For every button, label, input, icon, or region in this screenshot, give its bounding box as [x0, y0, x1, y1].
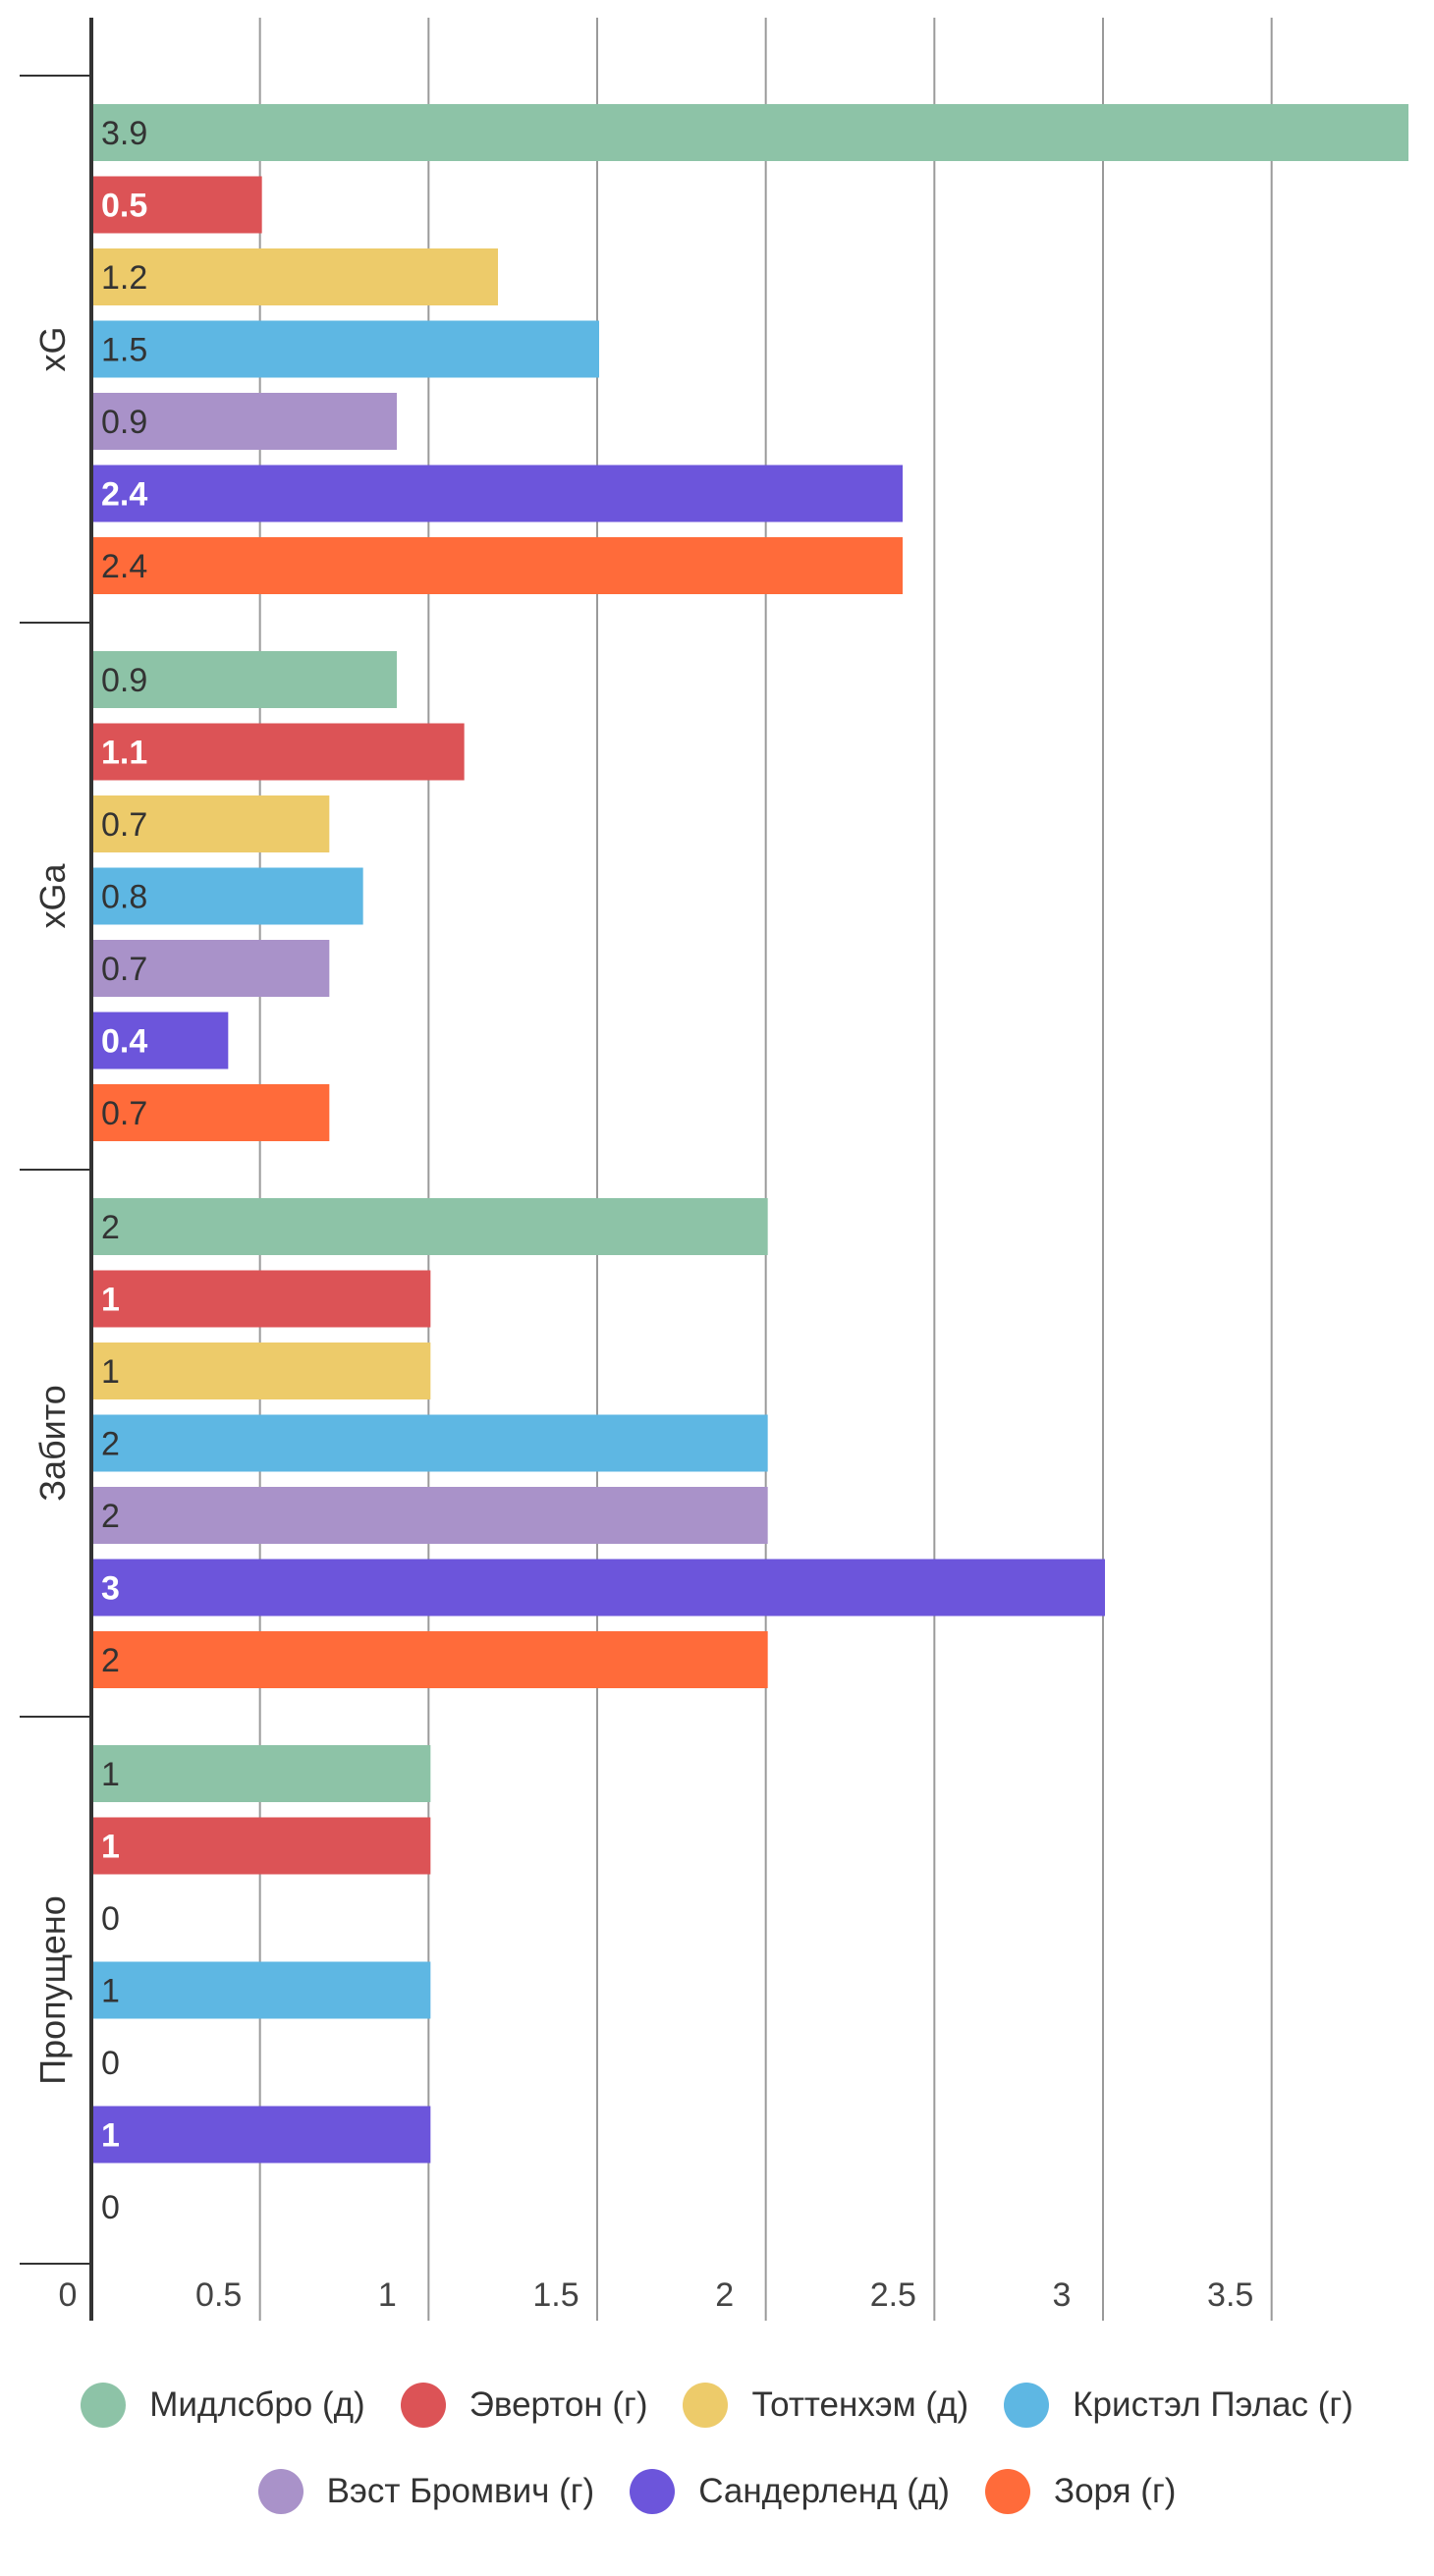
bar	[93, 1487, 768, 1544]
data-label: 0.9	[101, 404, 147, 441]
category-label: xG	[32, 326, 73, 371]
legend-row-1: Мидлсбро (д) Эвертон (г) Тоттенхэм (д) К…	[0, 2362, 1434, 2448]
legend-label: Вэст Бромвич (г)	[326, 2472, 595, 2510]
legend-label: Зоря (г)	[1053, 2472, 1177, 2510]
legend-label: Эвертон (г)	[469, 2385, 648, 2424]
data-label: 0.7	[101, 806, 147, 844]
data-label: 1.5	[101, 332, 147, 369]
legend-label: Кристэл Пэлас (г)	[1073, 2385, 1353, 2424]
bar	[93, 176, 262, 234]
bar	[93, 1012, 229, 1069]
data-label: 2.4	[101, 548, 147, 585]
data-label: 0.5	[101, 188, 147, 225]
category-label: xGa	[32, 863, 73, 929]
legend-item[interactable]: Вэст Бромвич (г)	[257, 2469, 595, 2514]
bar	[93, 1198, 768, 1255]
data-label: 0	[101, 1900, 120, 1938]
bar	[93, 1559, 1105, 1617]
category-label: Пропущено	[32, 1895, 73, 2085]
legend-swatch	[984, 2469, 1030, 2514]
bar	[93, 2106, 431, 2164]
legend-label: Тоттенхэм (д)	[751, 2385, 969, 2424]
legend-item[interactable]: Сандерленд (д)	[630, 2469, 950, 2514]
legend-swatch	[400, 2383, 446, 2428]
legend-label: Мидлсбро (д)	[149, 2385, 365, 2424]
bar	[93, 320, 599, 378]
data-label: 2.4	[101, 476, 147, 514]
x-tick-label: 1.5	[532, 2276, 579, 2314]
bar	[93, 1270, 431, 1328]
bar	[93, 104, 1408, 161]
legend-swatch	[683, 2383, 729, 2428]
bar	[93, 1414, 768, 1472]
bar	[93, 651, 397, 708]
data-label: 1	[101, 1353, 120, 1391]
data-label: 1	[101, 1756, 120, 1793]
category-label: Забито	[32, 1385, 73, 1502]
bar	[93, 537, 903, 594]
data-label: 0	[101, 2189, 120, 2226]
bar	[93, 940, 330, 997]
data-label: 3	[101, 1570, 120, 1608]
data-label: 0.7	[101, 951, 147, 988]
x-tick-label: 0	[59, 2276, 78, 2314]
data-label: 1.2	[101, 259, 147, 297]
x-tick-label: 3	[1053, 2276, 1072, 2314]
bar	[93, 248, 498, 305]
legend-item[interactable]: Тоттенхэм (д)	[683, 2383, 968, 2428]
data-label: 2	[101, 1209, 120, 1246]
data-label: 1	[101, 1973, 120, 2010]
legend-swatch	[257, 2469, 303, 2514]
legend-label: Сандерленд (д)	[698, 2472, 950, 2510]
legend-swatch	[630, 2469, 676, 2514]
data-label: 1.1	[101, 735, 147, 772]
legend-swatch	[81, 2383, 127, 2428]
data-label: 0	[101, 2045, 120, 2082]
bar	[93, 723, 465, 781]
x-tick-label: 3.5	[1207, 2276, 1253, 2314]
x-tick-label: 2	[715, 2276, 734, 2314]
data-label: 0.9	[101, 662, 147, 699]
x-tick-label: 2.5	[870, 2276, 916, 2314]
axes: 0 0.5 1 1.5 2 2.5 3 3.5 xG xGa Забито Пропущено	[20, 18, 1253, 2321]
bar	[93, 867, 363, 925]
data-label: 0.8	[101, 879, 147, 916]
data-label: 2	[101, 1642, 120, 1679]
data-label: 2	[101, 1498, 120, 1535]
legend-item[interactable]: Мидлсбро (д)	[81, 2383, 365, 2428]
bar	[93, 1631, 768, 1688]
bar	[93, 393, 397, 450]
bar	[93, 1961, 431, 2019]
data-label: 0.7	[101, 1095, 147, 1132]
data-label: 1	[101, 1829, 120, 1866]
legend-item[interactable]: Эвертон (г)	[400, 2383, 648, 2428]
data-label: 3.9	[101, 115, 147, 152]
data-label: 1	[101, 2117, 120, 2155]
bar	[93, 465, 903, 522]
bar	[93, 795, 330, 852]
legend-row-2: Вэст Бромвич (г) Сандерленд (д) Зоря (г)	[0, 2448, 1434, 2535]
data-label: 2	[101, 1426, 120, 1463]
bar	[93, 1745, 431, 1802]
bars: 3.9 0.5 1.2 1.5 0.9 2.4 2.4 0.9 1.1 0.7 0.8 0.7 0.4 0…	[93, 104, 1408, 2226]
bar	[93, 1343, 431, 1399]
data-label: 1	[101, 1282, 120, 1319]
legend-item[interactable]: Кристэл Пэлас (г)	[1004, 2383, 1353, 2428]
legend-swatch	[1004, 2383, 1050, 2428]
data-label: 0.4	[101, 1023, 147, 1061]
legend: Мидлсбро (д) Эвертон (г) Тоттенхэм (д) К…	[0, 2362, 1434, 2535]
bar	[93, 1817, 431, 1875]
gridlines	[258, 18, 1273, 2321]
x-tick-label: 1	[378, 2276, 397, 2314]
x-tick-label: 0.5	[195, 2276, 242, 2314]
bar-chart: 3.90.51.21.50.92.42.40.91.10.70.80.70.40…	[20, 18, 1408, 2321]
legend-item[interactable]: Зоря (г)	[984, 2469, 1177, 2514]
bar	[93, 1084, 330, 1141]
